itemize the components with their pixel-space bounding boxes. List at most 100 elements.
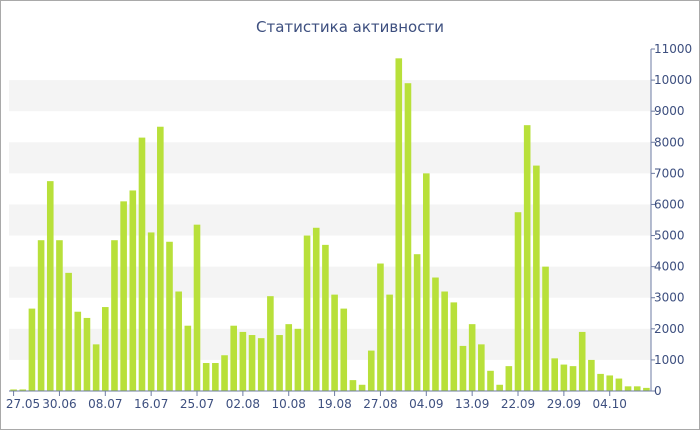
y-tick-label: 2000 xyxy=(654,322,685,336)
bar xyxy=(377,263,384,391)
bar xyxy=(37,240,45,391)
x-tick-label: 13.09 xyxy=(455,397,489,411)
grid-band xyxy=(9,142,651,174)
bar xyxy=(19,389,27,391)
y-tick-label: 7000 xyxy=(654,166,685,180)
bar xyxy=(487,370,494,391)
bar xyxy=(551,358,558,391)
x-tick-label: 16.07 xyxy=(134,397,168,411)
y-tick-label: 4000 xyxy=(654,260,685,274)
bar xyxy=(193,224,201,391)
bar xyxy=(166,241,173,391)
bar xyxy=(404,83,412,391)
chart-title: Статистика активности xyxy=(256,18,444,36)
bar xyxy=(441,291,448,391)
bar xyxy=(175,291,182,391)
bar xyxy=(523,125,531,392)
y-tick-label: 6000 xyxy=(654,197,685,211)
bar xyxy=(65,272,72,391)
y-tick-label: 9000 xyxy=(654,104,685,118)
bar xyxy=(157,126,164,391)
bar xyxy=(340,308,348,391)
bar xyxy=(184,325,192,391)
x-tick-label: 04.09 xyxy=(409,397,443,411)
bar xyxy=(294,328,302,391)
bar xyxy=(423,173,430,391)
y-tick-label: 0 xyxy=(654,384,662,398)
bar xyxy=(285,324,293,391)
x-tick-label: 29.09 xyxy=(547,397,581,411)
x-tick-label: 27.08 xyxy=(363,397,397,411)
grid-band xyxy=(9,204,651,236)
y-tick-label: 5000 xyxy=(654,229,685,243)
bar xyxy=(267,296,274,391)
bar xyxy=(230,325,237,391)
bar xyxy=(248,335,256,391)
x-tick-label: 02.08 xyxy=(226,397,260,411)
grid-band xyxy=(9,266,651,298)
grid-band xyxy=(9,80,651,112)
bar xyxy=(312,227,320,391)
y-tick-label: 8000 xyxy=(654,135,685,149)
bar xyxy=(588,359,595,391)
bar xyxy=(624,386,632,391)
bar xyxy=(46,181,54,391)
bar xyxy=(413,254,421,391)
bar xyxy=(514,212,522,391)
bar xyxy=(478,344,485,391)
bar xyxy=(459,345,467,391)
x-tick-label: 27.05 xyxy=(6,397,40,411)
bar xyxy=(212,363,219,391)
bar xyxy=(349,380,357,391)
bar xyxy=(542,266,549,391)
bar xyxy=(92,344,100,391)
x-tick-label: 10.08 xyxy=(272,397,306,411)
bar xyxy=(129,190,137,391)
bar xyxy=(28,308,36,391)
bar xyxy=(102,307,109,391)
x-tick-label: 04.10 xyxy=(593,397,627,411)
bar xyxy=(643,387,650,391)
bar xyxy=(569,366,577,391)
x-axis-ticks: 27.05 30.06 08.07 16.07 25.07 02.08 10.08 19.08… xyxy=(6,391,627,411)
x-tick-label: 30.06 xyxy=(42,397,76,411)
bar xyxy=(138,137,146,391)
bar xyxy=(615,378,623,391)
bar xyxy=(10,389,17,391)
bar xyxy=(533,165,540,391)
bar xyxy=(111,240,118,391)
bar xyxy=(606,375,614,391)
bar xyxy=(239,331,247,391)
bar xyxy=(322,244,329,391)
bars-group xyxy=(10,58,650,392)
bar xyxy=(395,58,403,391)
bar xyxy=(505,366,513,391)
bar xyxy=(386,294,393,391)
bar xyxy=(276,335,283,391)
bar xyxy=(358,384,366,391)
bar xyxy=(56,240,63,391)
bar xyxy=(331,294,338,391)
bar xyxy=(468,324,476,391)
x-tick-label: 22.09 xyxy=(501,397,535,411)
bar xyxy=(303,235,311,391)
bar xyxy=(147,232,155,391)
bar xyxy=(202,363,210,391)
bar xyxy=(597,373,604,391)
bar xyxy=(74,311,82,391)
y-tick-label: 11000 xyxy=(654,42,692,56)
y-tick-label: 3000 xyxy=(654,291,685,305)
bar xyxy=(257,338,265,391)
bar xyxy=(367,350,375,391)
bar xyxy=(560,364,568,391)
bar xyxy=(221,355,228,391)
y-tick-label: 10000 xyxy=(654,73,692,87)
bar xyxy=(432,277,439,391)
bar xyxy=(83,317,91,391)
x-tick-label: 19.08 xyxy=(317,397,351,411)
bar xyxy=(496,384,503,391)
x-tick-label: 25.07 xyxy=(180,397,214,411)
y-tick-label: 1000 xyxy=(654,353,685,367)
